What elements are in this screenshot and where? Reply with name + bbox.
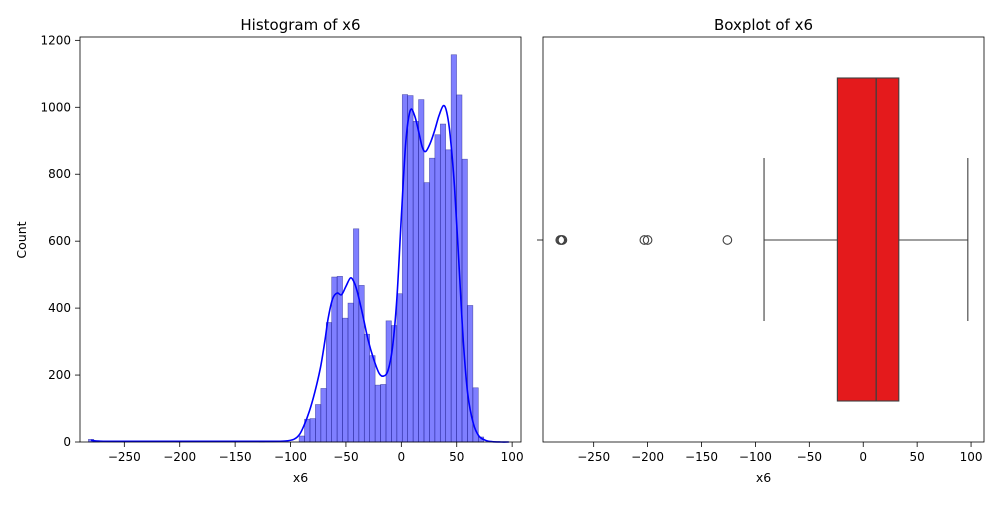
boxplot-x-ticks: −250 −200 −150 −100 −50 0 50 100: [577, 442, 983, 464]
x-tick-label: −150: [219, 450, 252, 464]
histogram-bars: [88, 54, 485, 443]
histogram-panel: Histogram of x6 −250 −200 −150 −100 −50 0 50 10…: [14, 16, 524, 485]
outlier-point: [722, 235, 733, 245]
histogram-bar: [385, 320, 392, 443]
histogram-bar: [309, 418, 316, 443]
boxplot-panel: Boxplot of x6 −250 −200 −150 −100 −50 0 50 100 …: [537, 16, 985, 485]
x-tick-label: 100: [960, 450, 983, 464]
histogram-bar: [439, 123, 447, 443]
y-tick-label: 1000: [40, 100, 71, 114]
histogram-bar: [353, 228, 360, 443]
y-tick-label: 800: [48, 167, 71, 181]
histogram-x-ticks: −250 −200 −150 −100 −50 0 50 100: [108, 442, 524, 464]
x-tick-label: −100: [739, 450, 772, 464]
x-tick-label: 100: [501, 450, 524, 464]
y-tick-label: 600: [48, 234, 71, 248]
boxplot-x-label: x6: [756, 470, 771, 485]
boxplot-title: Boxplot of x6: [714, 16, 813, 34]
x-tick-label: −50: [333, 450, 358, 464]
histogram-bar: [450, 54, 457, 443]
x-tick-label: 0: [398, 450, 406, 464]
histogram-bar: [423, 182, 430, 443]
x-tick-label: −50: [797, 450, 822, 464]
histogram-bar: [412, 121, 419, 443]
histogram-bar: [298, 435, 305, 443]
y-tick-label: 1200: [40, 33, 71, 47]
y-tick-label: 0: [63, 435, 71, 449]
histogram-y-label: Count: [14, 221, 29, 258]
outlier-point: [639, 235, 650, 245]
outlier-point: [557, 235, 568, 245]
histogram-bar: [347, 302, 354, 443]
x-tick-label: 0: [859, 450, 867, 464]
boxplot-elements: [555, 77, 969, 402]
x-tick-label: 50: [449, 450, 464, 464]
histogram-bar: [320, 388, 327, 443]
kde-curve: [90, 104, 509, 443]
outlier-point: [642, 235, 653, 245]
y-tick-label: 400: [48, 301, 71, 315]
histogram-bar: [369, 355, 376, 443]
histogram-axes-frame: [79, 36, 522, 443]
histogram-x-label: x6: [293, 470, 308, 485]
histogram-bar: [434, 134, 441, 443]
boxplot-axes-frame: [542, 36, 985, 443]
x-tick-label: −250: [108, 450, 141, 464]
histogram-bar: [315, 404, 322, 443]
x-tick-label: −200: [163, 450, 196, 464]
histogram-bar: [461, 158, 468, 443]
histogram-bar: [374, 384, 381, 443]
histogram-y-ticks: 0 200 400 600 800 1000 1200: [40, 33, 80, 449]
histogram-bar: [429, 157, 436, 443]
y-tick-label: 200: [48, 368, 71, 382]
kde-curve-group: [90, 104, 509, 443]
x-tick-label: −150: [685, 450, 718, 464]
x-tick-label: 50: [910, 450, 925, 464]
x-tick-label: −200: [631, 450, 664, 464]
histogram-bar: [325, 322, 332, 443]
x-tick-label: −100: [274, 450, 307, 464]
iqr-box: [836, 77, 900, 402]
histogram-bar: [380, 384, 387, 443]
histogram-bar: [445, 149, 452, 443]
histogram-bar: [336, 276, 343, 443]
histogram-bar: [396, 293, 403, 443]
histogram-bar: [342, 317, 349, 443]
histogram-bar: [407, 95, 414, 443]
x-tick-label: −250: [577, 450, 610, 464]
histogram-bar: [363, 333, 370, 443]
histogram-title: Histogram of x6: [240, 16, 360, 34]
